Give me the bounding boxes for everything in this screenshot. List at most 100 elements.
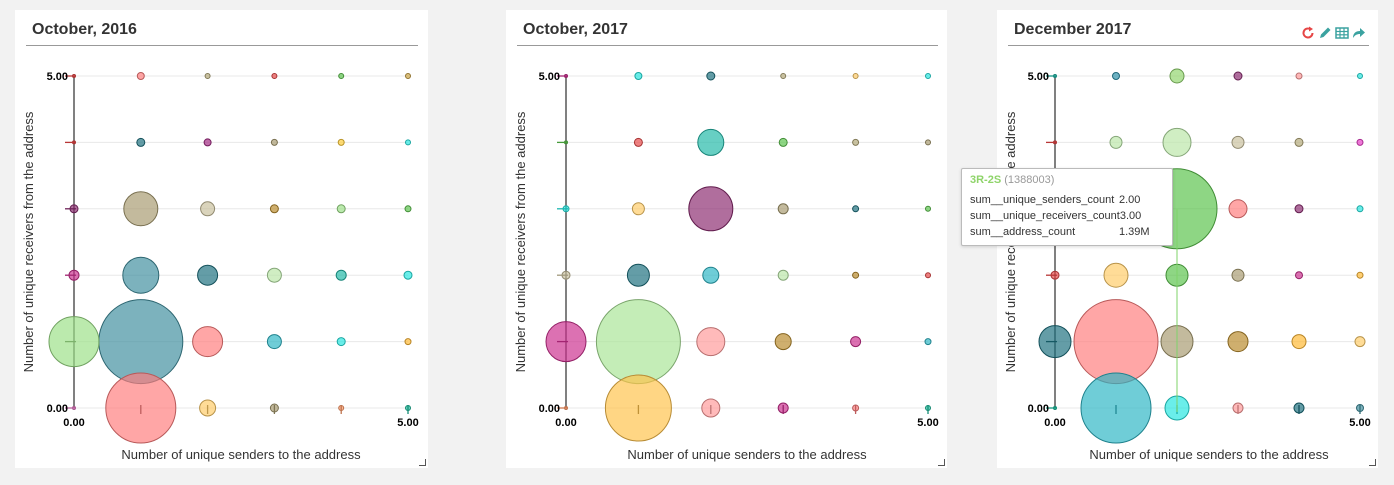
data-point[interactable] [136,72,145,80]
data-point[interactable] [1103,262,1129,288]
resize-handle[interactable] [419,459,426,466]
data-point[interactable] [123,191,159,227]
tooltip-value: 1.39M [1119,226,1150,238]
refresh-icon[interactable] [1301,26,1315,40]
data-point[interactable] [706,71,716,81]
data-point[interactable] [774,333,792,351]
chart-panel-2: October, 2017 5.00 0.00 0.00 5.00 Number of … [506,10,947,468]
data-point[interactable] [203,138,212,147]
data-point[interactable] [271,73,278,79]
data-point[interactable] [852,138,860,146]
data-point[interactable] [338,73,345,79]
scatter-plot[interactable]: 5.00 0.00 0.00 5.00 Number of unique senders… [506,10,947,468]
tooltip-header: 3R-2S (1388003) [970,174,1164,186]
scatter-plot[interactable]: 5.00 0.00 0.00 5.00 Number of unique senders… [15,10,428,468]
table-icon[interactable] [1335,26,1349,40]
data-point[interactable] [702,266,720,284]
data-point[interactable] [1354,336,1366,348]
share-icon[interactable] [1352,26,1366,40]
data-point[interactable] [1295,72,1303,80]
data-point[interactable] [1294,137,1304,147]
x-axis-label: Number of unique senders to the address [627,447,867,462]
data-point[interactable] [405,73,411,79]
x-tick-label: 5.00 [397,417,418,429]
data-point[interactable] [688,186,734,232]
data-point[interactable] [98,299,184,385]
data-point[interactable] [595,299,681,385]
data-point[interactable] [780,73,787,79]
data-point[interactable] [136,137,146,147]
tooltip-label: sum__unique_senders_count [970,194,1115,206]
data-point[interactable] [1356,138,1364,146]
data-point[interactable] [631,202,645,216]
data-point[interactable] [633,137,643,147]
data-point[interactable] [336,337,346,347]
tooltip-row: sum__unique_senders_count 2.00 [970,192,1164,208]
data-point[interactable] [852,73,859,79]
data-point[interactable] [925,139,931,146]
data-point[interactable] [197,264,219,286]
title-divider [517,45,938,46]
chart-title: December 2017 [1014,21,1132,38]
y-tick-label: 0.00 [539,403,560,415]
data-point[interactable] [1357,73,1363,79]
data-point[interactable] [924,338,932,346]
data-point[interactable] [204,73,211,79]
data-point[interactable] [1073,299,1159,385]
tooltip-row: sum__unique_receivers_count 3.00 [970,208,1164,224]
data-point[interactable] [1233,71,1243,81]
data-point[interactable] [122,256,160,294]
data-point[interactable] [266,334,282,350]
title-divider [1008,45,1369,46]
data-point[interactable] [200,201,216,217]
data-point[interactable] [1294,204,1304,214]
data-point[interactable] [1291,334,1307,350]
data-point[interactable] [337,138,345,146]
pencil-icon[interactable] [1318,26,1332,40]
data-point[interactable] [336,204,346,214]
data-point[interactable] [403,270,413,280]
data-point[interactable] [192,326,224,358]
data-point[interactable] [697,128,725,156]
data-point[interactable] [1295,271,1303,280]
data-point[interactable] [1227,331,1249,353]
data-point[interactable] [1231,135,1245,149]
data-point[interactable] [1112,72,1120,80]
data-point[interactable] [1162,127,1192,157]
tooltip-row: sum__address_count 1.39M [970,224,1164,240]
data-point[interactable] [335,269,347,281]
data-point[interactable] [925,73,931,79]
data-point[interactable] [1109,135,1123,149]
data-point[interactable] [269,204,279,214]
resize-handle[interactable] [938,459,945,466]
data-point[interactable] [405,139,411,146]
data-point[interactable] [1228,199,1248,219]
x-axis-label: Number of unique senders to the address [121,447,361,462]
data-point[interactable] [1231,268,1245,282]
data-point[interactable] [404,338,412,346]
tooltip-label: sum__address_count [970,226,1076,238]
resize-handle[interactable] [1369,459,1376,466]
data-point[interactable] [777,269,789,281]
data-point[interactable] [777,203,789,215]
data-point[interactable] [850,336,862,348]
data-point[interactable] [778,137,788,147]
data-point[interactable] [1169,68,1185,84]
data-point[interactable] [1356,271,1364,279]
x-tick-label: 0.00 [63,417,84,429]
data-point[interactable] [925,205,931,212]
x-tick-label: 5.00 [1349,417,1370,429]
y-axis-label: Number of unique receivers from the addr… [513,111,528,372]
data-point[interactable] [696,327,726,357]
data-point[interactable] [852,271,860,279]
data-point[interactable] [266,267,282,283]
data-point[interactable] [270,138,278,146]
data-point[interactable] [925,272,931,279]
data-point[interactable] [852,205,860,213]
data-point[interactable] [1356,205,1364,213]
data-point[interactable] [404,205,412,213]
y-tick-label: 5.00 [539,71,560,83]
title-divider [26,45,418,46]
data-point[interactable] [634,72,643,80]
data-point[interactable] [626,263,650,287]
